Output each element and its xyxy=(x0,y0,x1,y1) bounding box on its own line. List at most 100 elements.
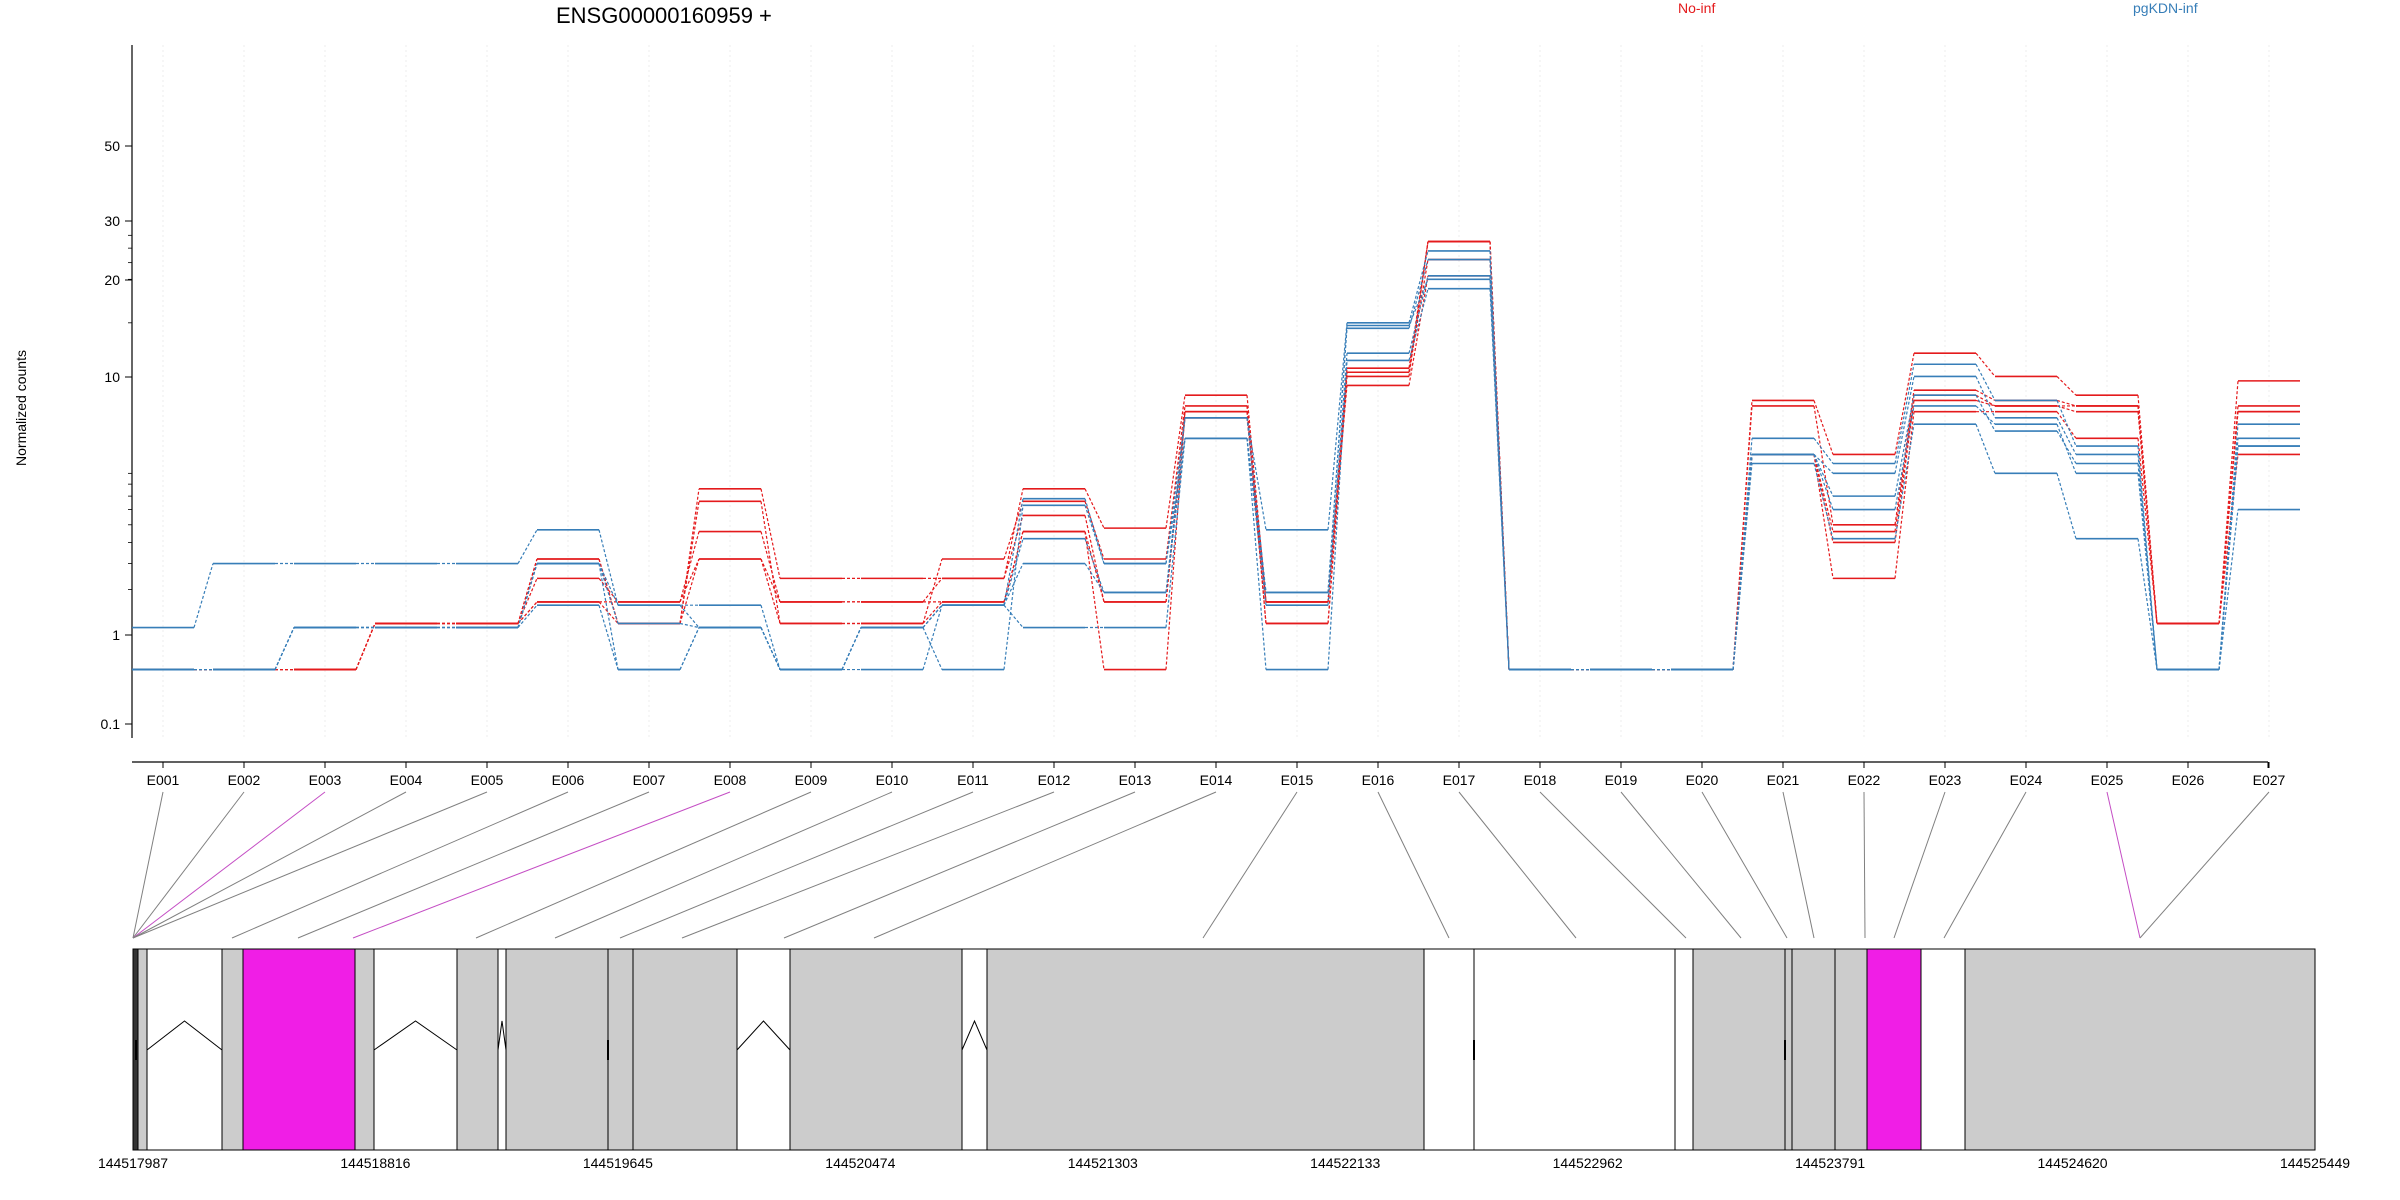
series-link xyxy=(1003,501,1024,560)
exon-box xyxy=(1423,948,1475,1151)
series-link xyxy=(760,488,781,579)
coordinate-label: 144524620 xyxy=(2038,1155,2108,1171)
series-link xyxy=(598,578,619,603)
series-link xyxy=(1975,394,1996,407)
series-link xyxy=(2137,405,2158,624)
connector-e019 xyxy=(1620,791,1742,939)
series-link xyxy=(1408,241,1429,377)
coordinate-label: 144520474 xyxy=(825,1155,895,1171)
x-tick-label-e022: E022 xyxy=(1848,772,1881,788)
series-link xyxy=(1894,411,1915,579)
connector-e022 xyxy=(1863,791,1866,939)
x-axis: E001 E002 E003 E004 E005 E006 E007 E008 E009 E010… xyxy=(132,761,2286,788)
connector-e002 xyxy=(132,791,245,939)
series-link xyxy=(1165,417,1186,593)
y-tick-label: 30 xyxy=(104,213,120,229)
connector-e009 xyxy=(475,791,812,939)
series-link xyxy=(1327,325,1348,593)
exon-box xyxy=(1473,948,1676,1151)
series-link xyxy=(2056,430,2077,464)
intron-line xyxy=(961,1019,988,1051)
series-link xyxy=(2137,446,2158,670)
series-link xyxy=(922,605,943,670)
x-tick-label-e015: E015 xyxy=(1281,772,1314,788)
series-link xyxy=(1975,394,1996,432)
series-link xyxy=(1003,538,1024,606)
series-link xyxy=(1408,288,1429,361)
x-tick-label-e026: E026 xyxy=(2172,772,2205,788)
series-link xyxy=(1165,405,1186,560)
x-tick-label-e011: E011 xyxy=(957,772,989,788)
series-link xyxy=(922,558,943,624)
x-tick-label-e017: E017 xyxy=(1443,772,1476,788)
series-link xyxy=(598,563,619,670)
series-link xyxy=(760,627,781,670)
series-link xyxy=(1975,399,1996,407)
series-link xyxy=(2137,395,2158,624)
x-tick-label-e001: E001 xyxy=(147,772,180,788)
series-link xyxy=(1327,360,1348,670)
connector-e013 xyxy=(783,791,1136,939)
series-link xyxy=(1894,395,1915,497)
series-link xyxy=(274,627,295,670)
exon-box xyxy=(505,948,609,1151)
series-link xyxy=(1003,498,1024,606)
series-link xyxy=(1408,275,1429,354)
series-link xyxy=(1732,438,1753,670)
series-link xyxy=(1489,279,1510,670)
connector-e027 xyxy=(2139,791,2270,939)
genomic-coordinate-axis: 144517987 144518816 144519645 144520474 1445… xyxy=(98,1155,2350,1171)
exon-box xyxy=(1791,948,1836,1151)
series-link xyxy=(1003,604,1024,628)
series-layer xyxy=(132,240,2300,671)
series-link xyxy=(922,578,943,603)
series-link xyxy=(2218,446,2239,670)
series-link xyxy=(1408,250,1429,323)
series-link xyxy=(1975,352,1996,377)
y-tick-label: 0.1 xyxy=(101,716,121,732)
x-tick-label-e020: E020 xyxy=(1686,772,1719,788)
x-tick-label-e010: E010 xyxy=(876,772,909,788)
series-link xyxy=(679,531,700,603)
series-link xyxy=(1003,515,1024,579)
series-link xyxy=(1003,488,1024,579)
series-link xyxy=(1084,505,1105,564)
connector-e017 xyxy=(1458,791,1577,939)
legend-pgkdn-inf: pgKDN-inf xyxy=(2133,0,2198,16)
y-axis-label: Normalized counts xyxy=(13,350,29,466)
x-tick-label-e002: E002 xyxy=(228,772,261,788)
exon-box xyxy=(137,948,148,1151)
series-link xyxy=(1894,376,1915,474)
series-link xyxy=(1975,389,1996,401)
x-tick-label-e024: E024 xyxy=(2010,772,2043,788)
exon-box xyxy=(1964,948,2316,1151)
exon-box xyxy=(1920,948,1966,1151)
x-tick-label-e014: E014 xyxy=(1200,772,1233,788)
intron-line xyxy=(736,1020,791,1051)
connector-e008 xyxy=(352,791,731,939)
series-link xyxy=(760,558,781,624)
series-link xyxy=(1732,405,1753,670)
series-link xyxy=(517,563,538,628)
series-link xyxy=(1813,405,1834,525)
series-link xyxy=(2056,473,2077,539)
series-link xyxy=(679,627,700,670)
series-link xyxy=(1165,411,1186,670)
series-link xyxy=(598,563,619,606)
coordinate-label: 144522962 xyxy=(1553,1155,1623,1171)
series-link xyxy=(355,623,376,670)
connector-e018 xyxy=(1539,791,1687,939)
series-link xyxy=(517,558,538,624)
x-tick-label-e009: E009 xyxy=(795,772,828,788)
series-link xyxy=(841,627,862,670)
series-link xyxy=(1813,454,1834,579)
series-link xyxy=(2056,376,2077,396)
x-tick-label-e003: E003 xyxy=(309,772,342,788)
series-link xyxy=(1003,505,1024,670)
series-link xyxy=(1084,531,1105,670)
series-link xyxy=(2056,417,2077,455)
x-tick-label-e018: E018 xyxy=(1524,772,1557,788)
series-link xyxy=(1246,417,1267,530)
x-tick-label-e027: E027 xyxy=(2253,772,2286,788)
